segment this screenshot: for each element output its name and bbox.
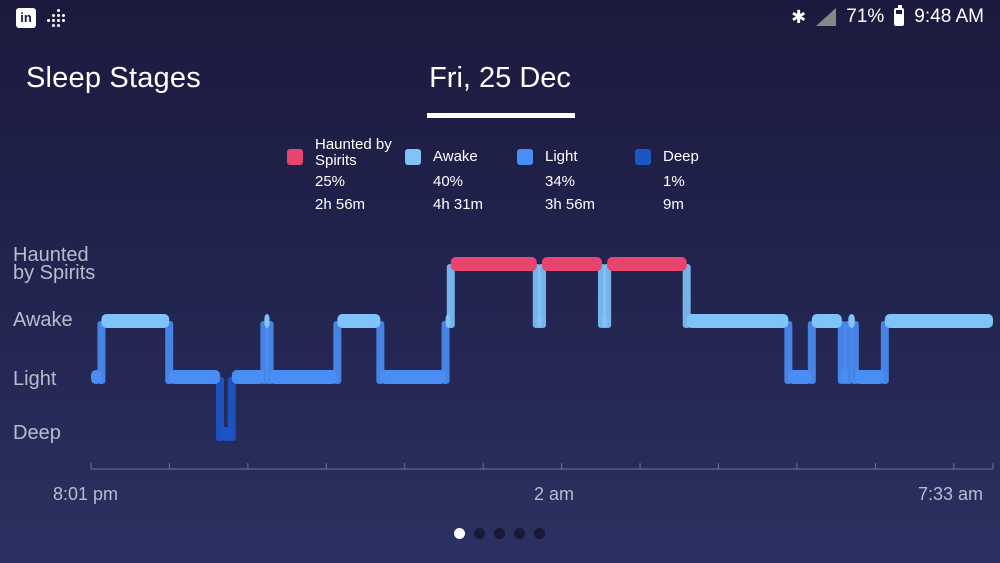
- stage-segment[interactable]: [601, 314, 608, 328]
- legend-pct: 1%: [663, 173, 685, 190]
- stage-segment[interactable]: [841, 370, 849, 384]
- stage-segment[interactable]: [811, 314, 842, 328]
- stage-segment[interactable]: [536, 314, 542, 328]
- stage-segment[interactable]: [269, 370, 338, 384]
- legend-dur: 4h 31m: [433, 196, 484, 213]
- stage-transition: [333, 321, 342, 384]
- stage-transition: [784, 321, 793, 384]
- page-indicator[interactable]: [454, 528, 545, 539]
- y-label-awake: Awake: [13, 309, 73, 331]
- legend-swatch-light: [517, 149, 533, 165]
- signal-icon: [816, 8, 837, 26]
- status-right: ✱ 71% 9:48 AM: [791, 5, 984, 28]
- stage-segment[interactable]: [884, 314, 993, 328]
- stage-segment[interactable]: [231, 370, 265, 384]
- stage-transition: [682, 264, 691, 328]
- stage-segment[interactable]: [337, 314, 381, 328]
- stage-transition: [603, 264, 612, 328]
- date-title[interactable]: Fri, 25 Dec: [429, 62, 571, 94]
- legend-pct: 34%: [545, 173, 576, 190]
- stage-segment[interactable]: [607, 257, 687, 271]
- status-left: in: [16, 8, 66, 28]
- legend-swatch-awake: [405, 149, 421, 165]
- stage-segment[interactable]: [380, 370, 446, 384]
- legend-name: Haunted by Spirits: [315, 136, 392, 169]
- fitbit-icon: [46, 8, 66, 28]
- stage-segment[interactable]: [169, 370, 221, 384]
- legend-dur: 9m: [663, 196, 684, 213]
- stage-transition: [844, 321, 853, 384]
- bluetooth-icon: ✱: [791, 6, 807, 27]
- y-label-haunted: Haunted by Spirits: [13, 244, 96, 284]
- legend-name: Light: [545, 148, 578, 165]
- legend-dur: 2h 56m: [315, 196, 366, 213]
- stage-transition: [216, 377, 225, 441]
- stage-transition: [165, 321, 174, 384]
- x-tick-label: 2 am: [534, 484, 575, 504]
- x-tick-label: 8:01 pm: [53, 484, 119, 504]
- stage-segment[interactable]: [101, 314, 170, 328]
- stage-segment[interactable]: [686, 314, 789, 328]
- x-tick-label: 7:33 am: [918, 484, 984, 504]
- legend-swatch-haunted: [287, 149, 303, 165]
- stage-segment[interactable]: [848, 314, 855, 328]
- legend-name: Awake: [433, 148, 478, 165]
- legend-dur: 3h 56m: [545, 196, 596, 213]
- y-label-deep: Deep: [13, 422, 61, 444]
- stage-transition: [837, 321, 846, 384]
- stage-transition: [538, 264, 546, 328]
- stage-transition: [376, 321, 385, 384]
- legend-pct: 40%: [433, 173, 464, 190]
- y-label-light: Light: [13, 368, 57, 390]
- stage-transition: [441, 321, 450, 384]
- clock: 9:48 AM: [914, 6, 984, 27]
- pager-dot[interactable]: [474, 528, 485, 539]
- stage-transition: [97, 321, 106, 384]
- battery-icon: [894, 5, 905, 26]
- stage-transition: [880, 321, 889, 384]
- stage-segment[interactable]: [854, 370, 885, 384]
- legend-name: Deep: [663, 148, 699, 165]
- battery-percent: 71%: [846, 6, 885, 27]
- page-title: Sleep Stages: [26, 62, 201, 94]
- pager-dot[interactable]: [494, 528, 505, 539]
- stage-segment[interactable]: [542, 257, 602, 271]
- stage-transition: [265, 321, 274, 384]
- pager-dot[interactable]: [454, 528, 465, 539]
- stage-segment[interactable]: [91, 370, 102, 384]
- status-bar: in ✱ 71% 9:48 AM: [0, 0, 1000, 38]
- stage-segment[interactable]: [220, 427, 232, 441]
- linkedin-icon: in: [16, 8, 36, 28]
- legend-swatch-deep: [635, 149, 651, 165]
- stage-segment[interactable]: [264, 314, 270, 328]
- legend-pct: 25%: [315, 173, 346, 190]
- pager-dot[interactable]: [514, 528, 525, 539]
- stage-segment[interactable]: [445, 314, 451, 328]
- stage-segment[interactable]: [788, 370, 812, 384]
- stage-segment[interactable]: [450, 257, 537, 271]
- stage-transition: [850, 321, 859, 384]
- pager-dot[interactable]: [534, 528, 545, 539]
- stage-transition: [807, 321, 816, 384]
- date-underline: [427, 113, 575, 118]
- stage-transition: [227, 377, 236, 441]
- stage-transition: [446, 264, 455, 328]
